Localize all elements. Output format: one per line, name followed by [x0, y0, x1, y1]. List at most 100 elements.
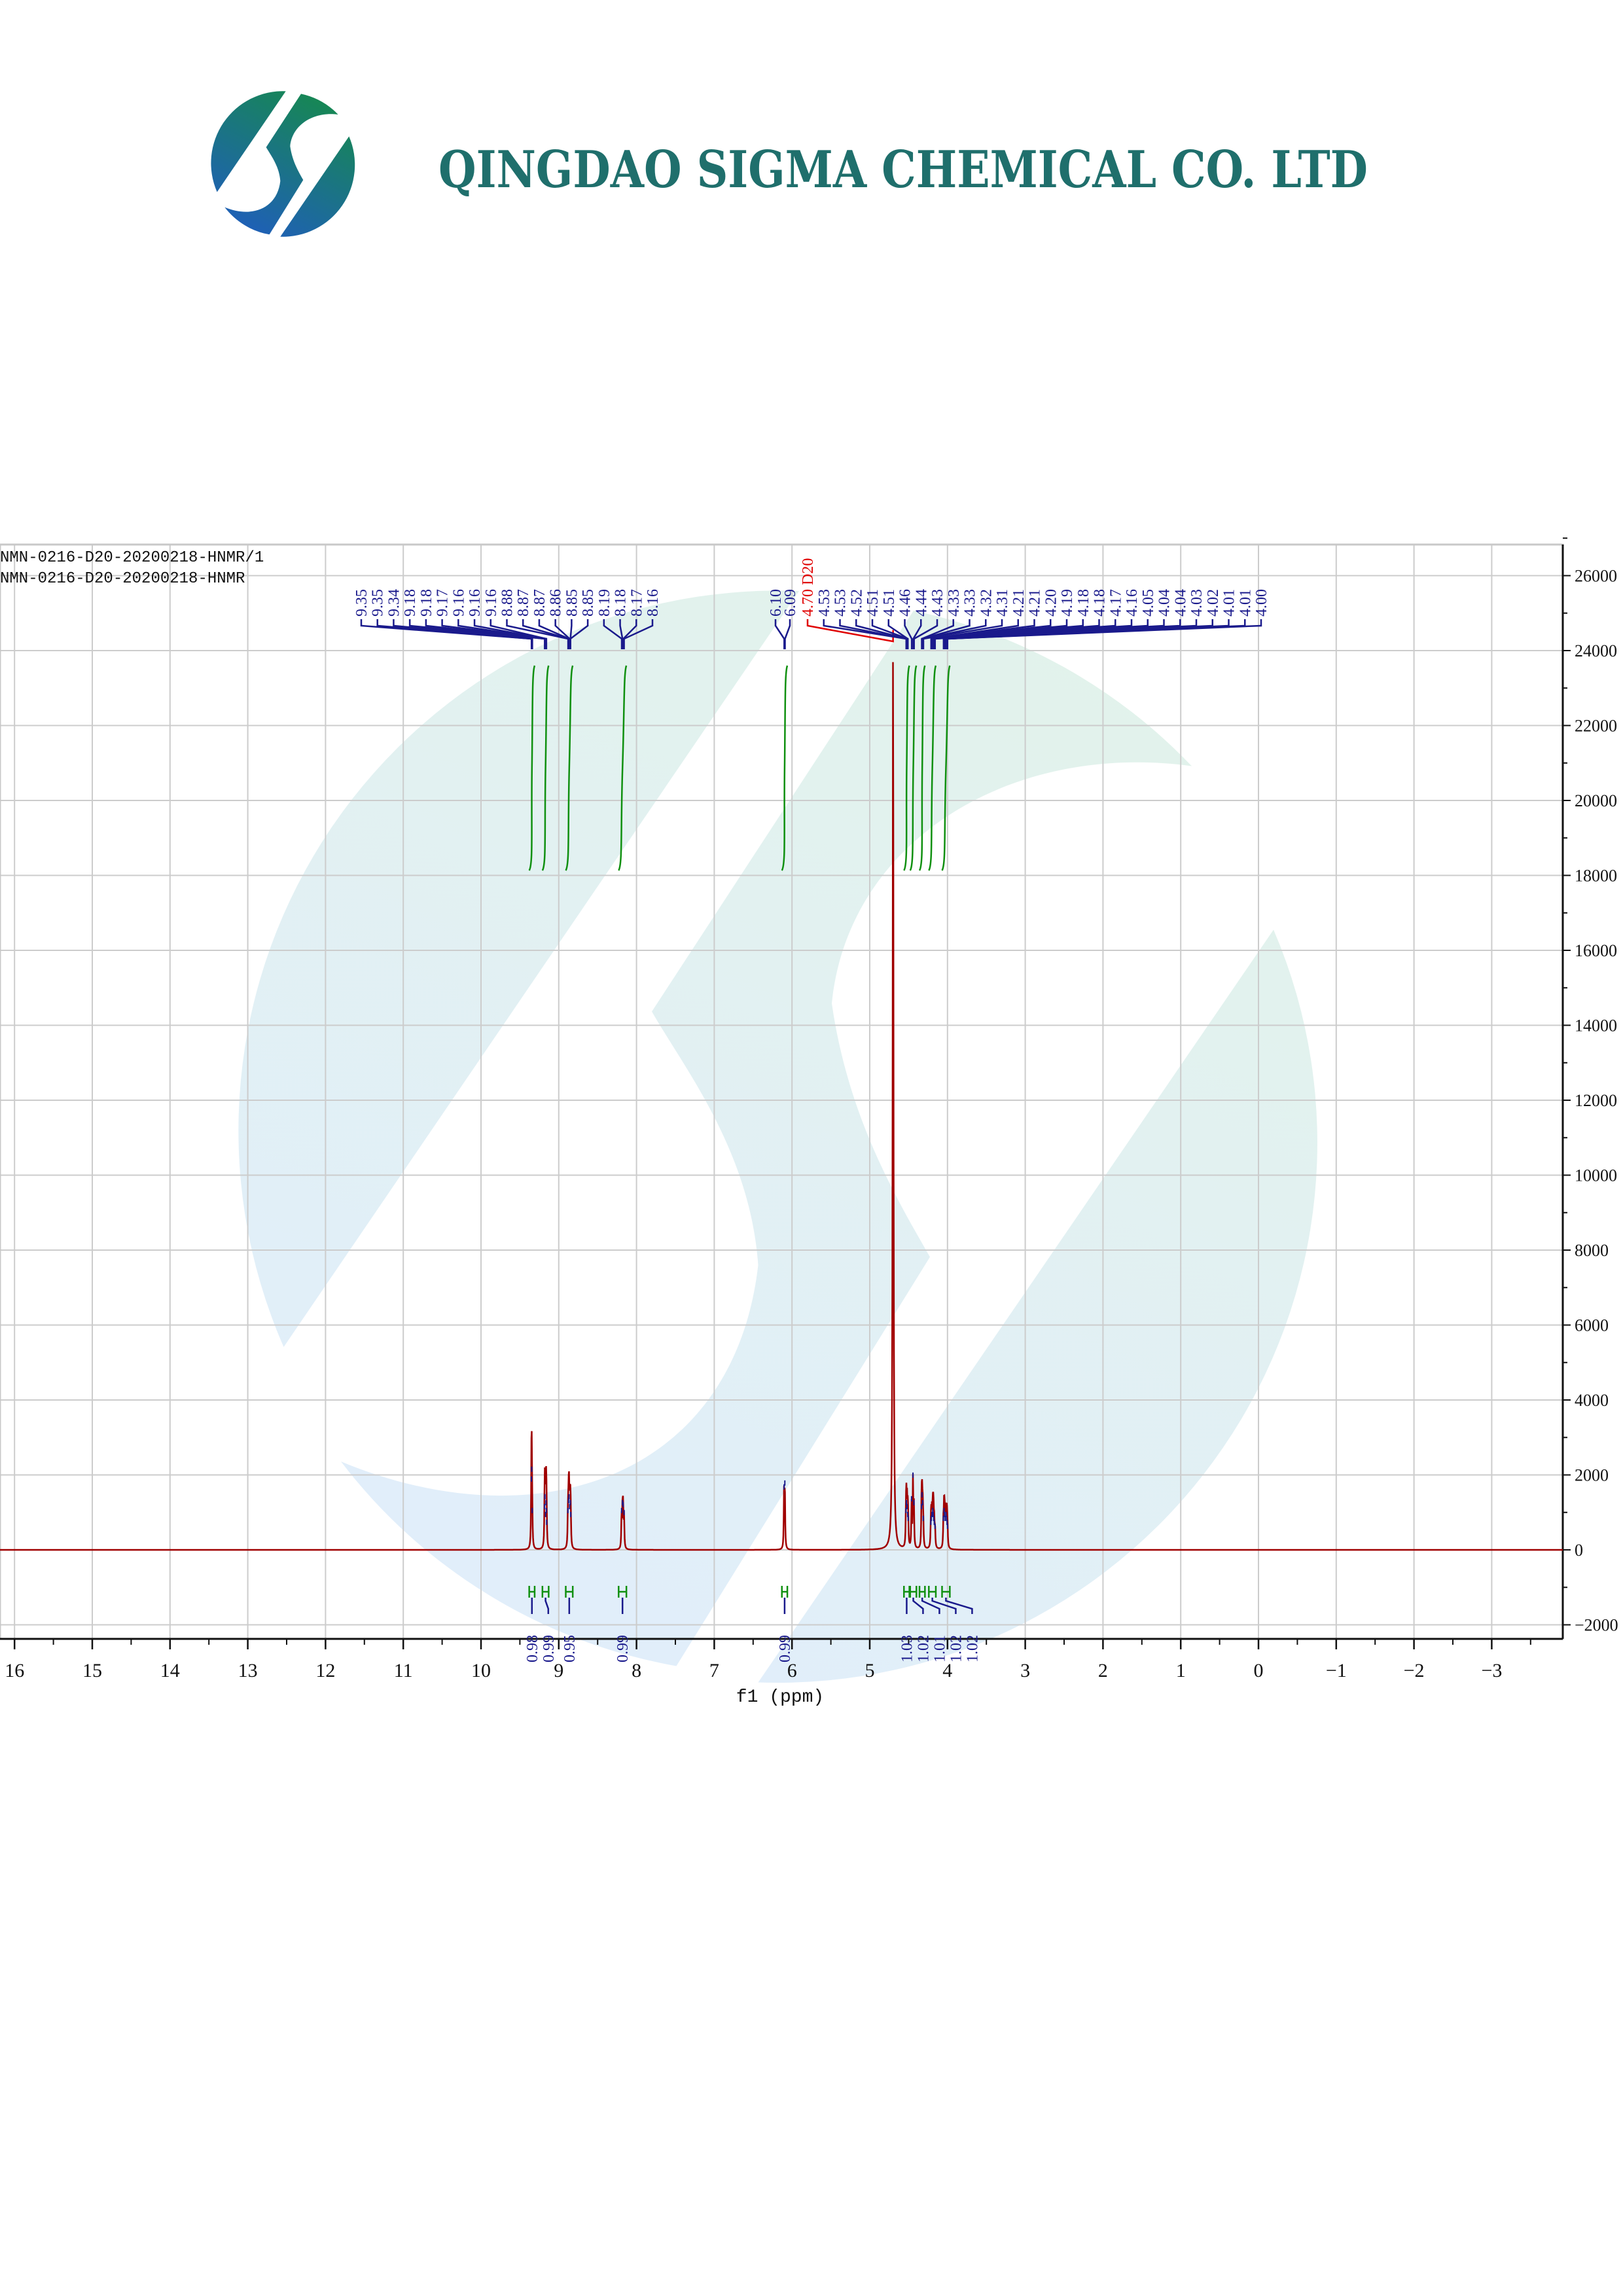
y-tick-label: 4000	[1575, 1391, 1609, 1410]
peak-label: 4.16	[1124, 589, 1141, 617]
integral-connector	[945, 1598, 973, 1614]
peak-label: 4.21	[1027, 589, 1044, 617]
integral-range-marker	[928, 1586, 937, 1598]
integral-curve	[541, 665, 550, 871]
peak-label-connector	[946, 619, 1262, 649]
peak-label: 4.43	[929, 589, 946, 617]
x-axis: 16 15 14 13 12 11 10 9 8 7 6 5 4 3 2 1 0 −1 −2 −3	[0, 1638, 1563, 1681]
x-tick-label: 13	[238, 1660, 258, 1681]
company-name: QINGDAO SIGMA CHEMICAL CO. LTD	[438, 140, 1368, 200]
y-tick-label: 20000	[1575, 791, 1617, 810]
peak-label: 4.31	[994, 589, 1011, 617]
peak-label: 4.53	[816, 589, 833, 617]
integral-range-marker	[528, 1586, 536, 1598]
peak-label-connector	[393, 619, 533, 649]
integral-range-marker	[541, 1586, 550, 1598]
legend-entry-1: NMN-0216-D20-20200218-HNMR/1	[0, 549, 264, 567]
x-tick-label: 5	[865, 1660, 875, 1681]
peak-label: 8.88	[499, 589, 516, 617]
peak-label: 4.01	[1221, 589, 1238, 617]
y-tick-label: 24000	[1575, 641, 1617, 660]
peak-label: 4.51	[865, 589, 882, 617]
integral-connector	[912, 1598, 924, 1614]
y-tick-label: 10000	[1575, 1166, 1617, 1185]
peak-label: 8.85	[580, 589, 597, 617]
x-tick-label: 12	[315, 1660, 335, 1681]
x-tick-label: −3	[1481, 1660, 1502, 1681]
peak-label: 6.09	[782, 589, 799, 617]
nmr-spectrum-chart: −200002000400060008000100001200014000160…	[0, 537, 1618, 1708]
y-tick-label: 14000	[1575, 1016, 1617, 1035]
peak-label: 4.70 D20	[800, 558, 817, 617]
integral-value: 1.03	[899, 1635, 916, 1662]
peak-label: 4.02	[1205, 589, 1222, 617]
integral-range-marker	[565, 1586, 574, 1598]
peak-label: 9.34	[385, 589, 402, 617]
y-tick-label: 12000	[1575, 1091, 1617, 1110]
x-tick-label: 6	[787, 1660, 797, 1681]
integral-curve	[903, 665, 910, 871]
peak-label: 4.44	[913, 589, 930, 617]
x-tick-label: 9	[554, 1660, 563, 1681]
peak-label: 4.19	[1059, 589, 1076, 617]
integral-curve	[918, 665, 926, 871]
y-tick-label: 18000	[1575, 867, 1617, 886]
integral-curve	[781, 665, 789, 871]
y-tick-label: 26000	[1575, 567, 1617, 586]
y-tick-label: 6000	[1575, 1316, 1609, 1335]
peak-label: 4.52	[848, 589, 865, 617]
y-tick-label: −2000	[1575, 1616, 1618, 1635]
peak-label-connector	[784, 619, 791, 649]
x-tick-label: −1	[1326, 1660, 1347, 1681]
peak-label: 9.35	[370, 589, 387, 617]
x-tick-label: 14	[160, 1660, 180, 1681]
x-axis-label: f1 (ppm)	[736, 1687, 824, 1708]
integral-curve	[928, 665, 937, 871]
peak-label-connector	[490, 619, 548, 649]
peak-label: 4.01	[1237, 589, 1254, 617]
peak-label: 4.20	[1043, 589, 1060, 617]
peak-label: 4.03	[1188, 589, 1205, 617]
peak-label: 9.18	[418, 589, 435, 617]
integral-range-marker	[618, 1586, 628, 1598]
peak-label: 4.33	[962, 589, 979, 617]
peak-label: 8.17	[628, 589, 645, 617]
x-tick-label: 8	[632, 1660, 641, 1681]
x-tick-label: 16	[5, 1660, 24, 1681]
integral-value: 0.95	[562, 1635, 579, 1662]
integral-curve	[618, 665, 628, 871]
peak-label: 4.00	[1253, 589, 1270, 617]
x-tick-label: 2	[1098, 1660, 1108, 1681]
peak-label: 6.10	[768, 589, 785, 617]
peak-label: 9.16	[450, 589, 467, 617]
peak-label-connector	[904, 619, 913, 649]
peak-label: 9.17	[435, 589, 452, 617]
peak-label: 4.04	[1156, 589, 1173, 617]
peak-label: 4.05	[1140, 589, 1157, 617]
peak-label-connector	[913, 619, 938, 649]
integral-range-marker	[941, 1586, 951, 1598]
peak-label-connector	[623, 619, 654, 649]
peak-label: 8.86	[548, 589, 565, 617]
peak-label: 4.18	[1075, 589, 1092, 617]
y-tick-label: 2000	[1575, 1466, 1609, 1485]
integral-curve	[565, 665, 574, 871]
peak-label: 4.17	[1107, 589, 1124, 617]
company-logo	[211, 91, 355, 237]
x-tick-label: 3	[1020, 1660, 1030, 1681]
peak-label: 8.19	[596, 589, 613, 617]
integrals: 0.98 0.99 0.95 0.99 0.99 1.03 1.02 1.01 1.02 1.02	[524, 665, 981, 1662]
integral-connector	[544, 1598, 550, 1614]
peak-label: 9.16	[483, 589, 500, 617]
peak-label: 8.87	[531, 589, 548, 617]
y-tick-label: 0	[1575, 1541, 1583, 1560]
peak-label: 4.18	[1092, 589, 1109, 617]
peak-label: 4.51	[881, 589, 898, 617]
integral-curve	[528, 665, 536, 871]
integral-curve	[909, 665, 918, 871]
peak-label: 4.33	[946, 589, 963, 617]
integral-value: 1.02	[915, 1635, 932, 1662]
y-tick-label: 22000	[1575, 717, 1617, 736]
peak-label: 8.87	[515, 589, 532, 617]
